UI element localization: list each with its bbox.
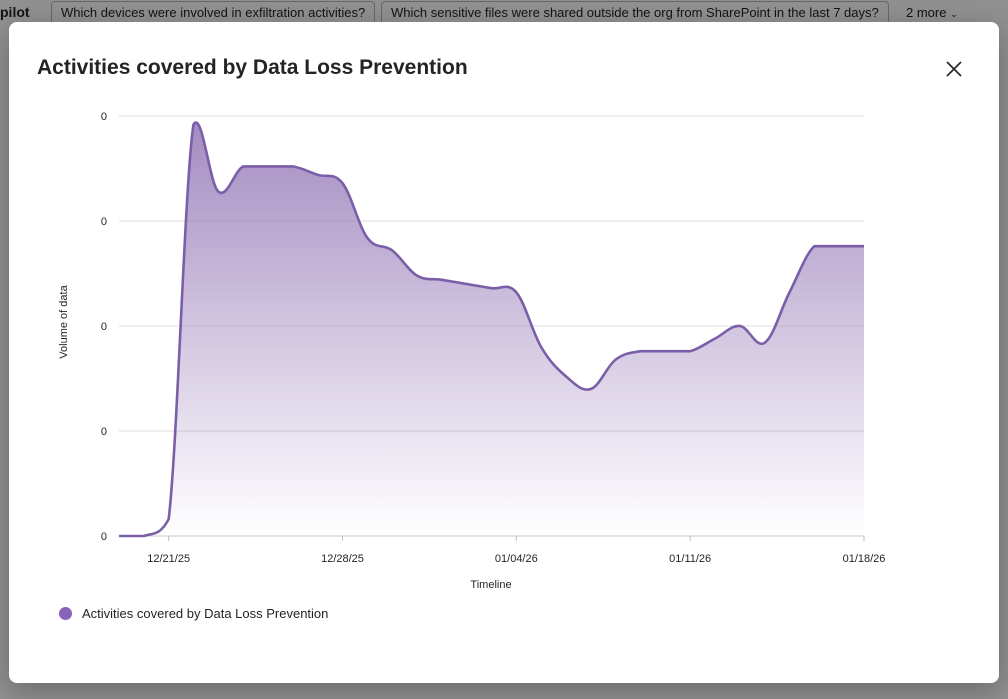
y-tick-label: 0 [101, 111, 107, 123]
x-tick-label: 01/18/26 [843, 553, 886, 565]
more-suggestions-button[interactable]: 2 more ⌄ [906, 5, 958, 20]
y-axis-label: Volume of data [58, 284, 70, 358]
y-tick-label: 0 [101, 531, 107, 543]
suggestion-chip-sharepoint[interactable]: Which sensitive files were shared outsid… [381, 1, 889, 25]
dialog-title: Activities covered by Data Loss Preventi… [37, 56, 468, 79]
area-chart: 0 0 0 0 0 12/21/25 12/28/25 01/04/26 01/11/26 01… [58, 111, 886, 591]
app-title-partial: pilot [0, 4, 30, 20]
y-tick-label: 0 [101, 216, 107, 228]
x-axis-label: Timeline [470, 579, 511, 591]
y-tick-label: 0 [101, 321, 107, 333]
close-icon [946, 61, 962, 77]
chevron-down-icon: ⌄ [950, 9, 958, 19]
legend-color-dot [59, 607, 72, 620]
close-button[interactable] [939, 54, 969, 84]
x-tick-label: 01/11/26 [669, 553, 711, 565]
x-tick-label: 12/21/25 [147, 553, 190, 565]
x-tick-label: 01/04/26 [495, 553, 538, 565]
series-area-fill [119, 122, 864, 536]
chart-dialog: Activities covered by Data Loss Preventi… [9, 22, 999, 683]
x-tick-label: 12/28/25 [321, 553, 364, 565]
y-tick-label: 0 [101, 426, 107, 438]
chart-legend-item[interactable]: Activities covered by Data Loss Preventi… [59, 606, 328, 621]
legend-label: Activities covered by Data Loss Preventi… [82, 606, 329, 621]
more-suggestions-label: 2 more [906, 5, 947, 20]
series-line[interactable] [118, 121, 864, 538]
